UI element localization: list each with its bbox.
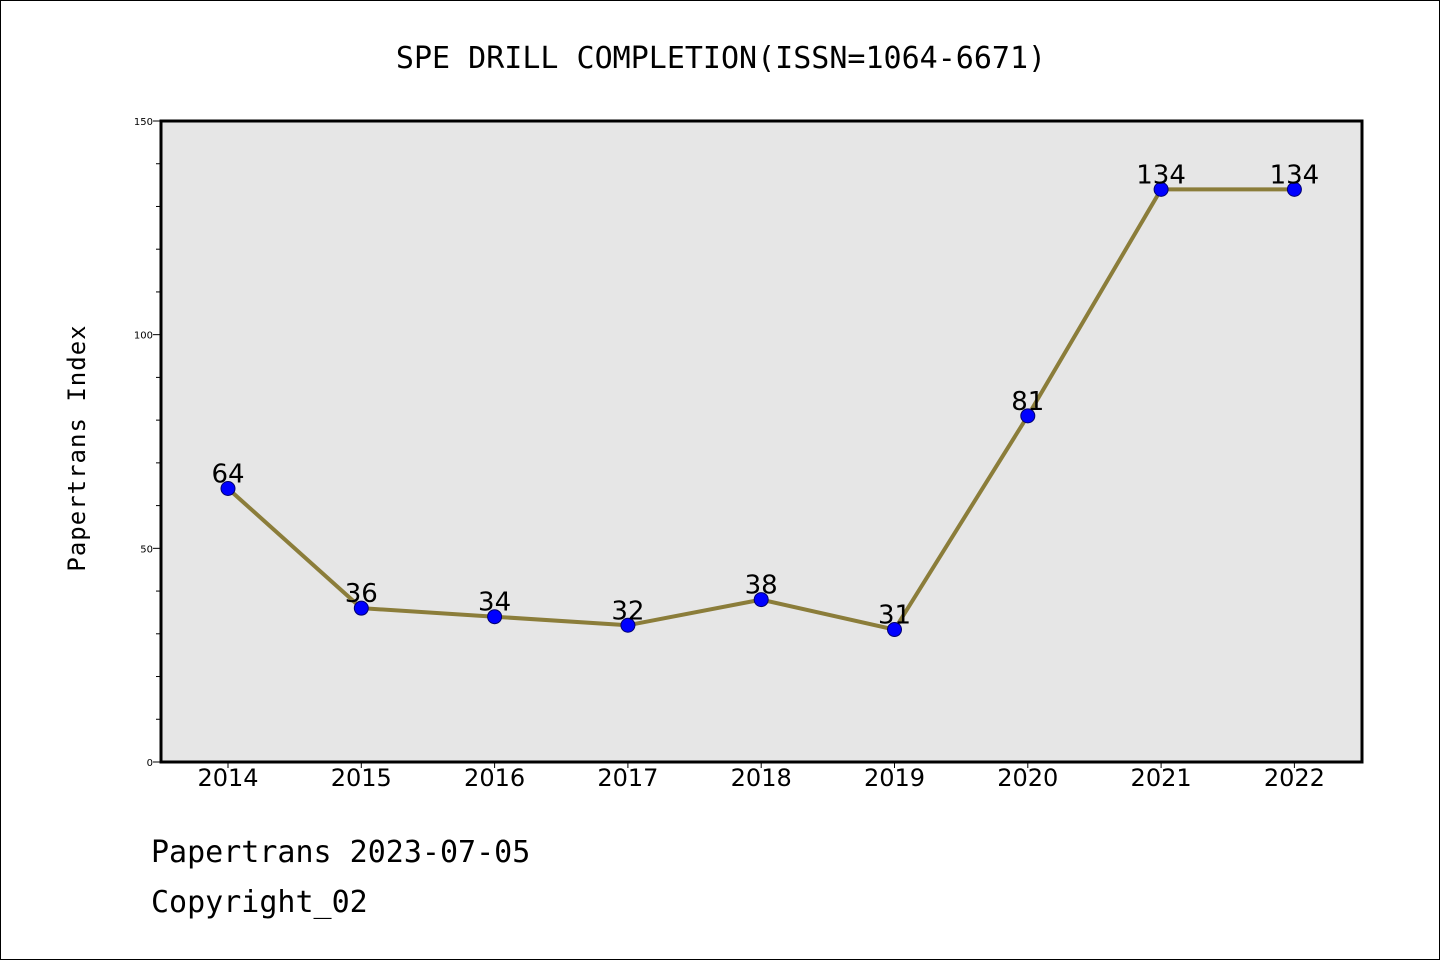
data-label: 38 — [745, 571, 778, 601]
y-axis-label: Papertrans Index — [63, 324, 91, 571]
data-point-marker — [1020, 408, 1036, 424]
footer-date: Papertrans 2023-07-05 — [151, 835, 531, 870]
plot-border — [159, 119, 1364, 764]
x-tick-label: 2015 — [331, 764, 392, 792]
x-tick-label: 2019 — [864, 764, 925, 792]
data-label: 31 — [878, 601, 911, 631]
data-label: 134 — [1270, 160, 1320, 190]
data-point-marker — [353, 600, 369, 616]
data-label: 32 — [611, 596, 644, 626]
data-point-marker — [487, 609, 503, 625]
data-label: 134 — [1136, 160, 1186, 190]
x-tick-label: 2018 — [731, 764, 792, 792]
data-point-marker — [220, 481, 236, 497]
data-label: 64 — [211, 460, 244, 490]
data-point-marker — [620, 617, 636, 633]
data-label: 81 — [1011, 387, 1044, 417]
footer-copyright: Copyright_02 — [151, 885, 368, 920]
data-point-marker — [1286, 181, 1302, 197]
y-tick-label: 0 — [147, 758, 153, 769]
y-tick-label: 150 — [134, 117, 153, 128]
x-tick-label: 2016 — [464, 764, 525, 792]
x-tick-label: 2014 — [197, 764, 258, 792]
chart-title: SPE DRILL COMPLETION(ISSN=1064-6671) — [396, 41, 1046, 76]
plot-area — [161, 121, 1362, 762]
x-tick-label: 2021 — [1131, 764, 1192, 792]
data-label: 36 — [345, 579, 378, 609]
data-point-marker — [753, 592, 769, 608]
data-point-marker — [1153, 181, 1169, 197]
data-label: 34 — [478, 588, 511, 618]
y-tick-label: 100 — [134, 331, 153, 342]
x-tick-label: 2022 — [1264, 764, 1325, 792]
x-tick-label: 2017 — [597, 764, 658, 792]
y-tick-label: 50 — [140, 544, 153, 555]
data-point-marker — [887, 622, 902, 638]
x-tick-label: 2020 — [997, 764, 1058, 792]
